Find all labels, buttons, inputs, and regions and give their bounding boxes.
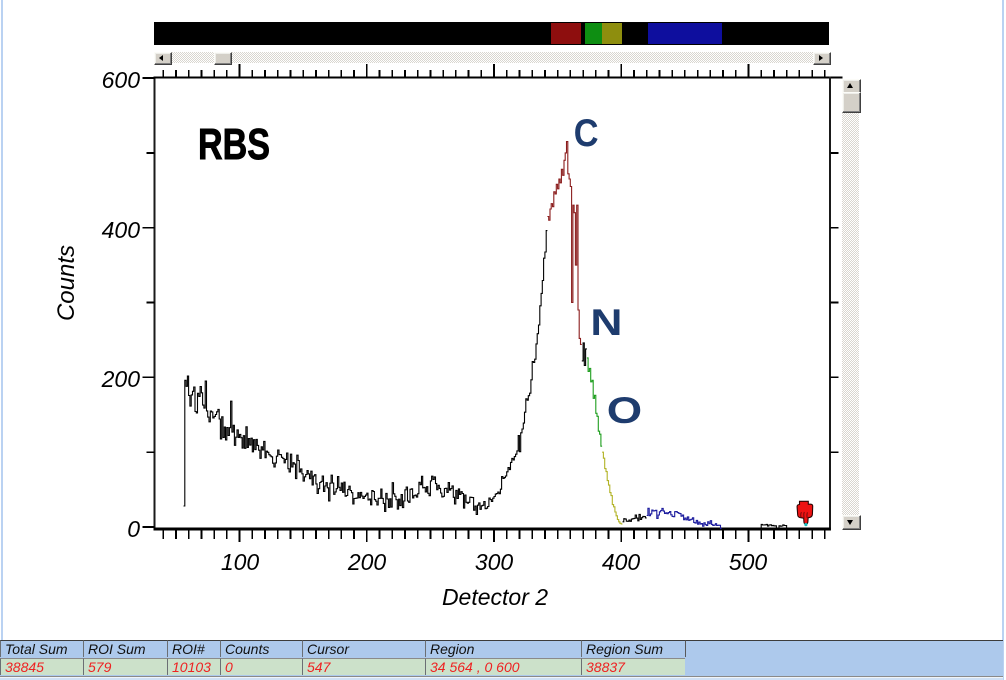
svg-text:RBS: RBS <box>198 120 270 168</box>
